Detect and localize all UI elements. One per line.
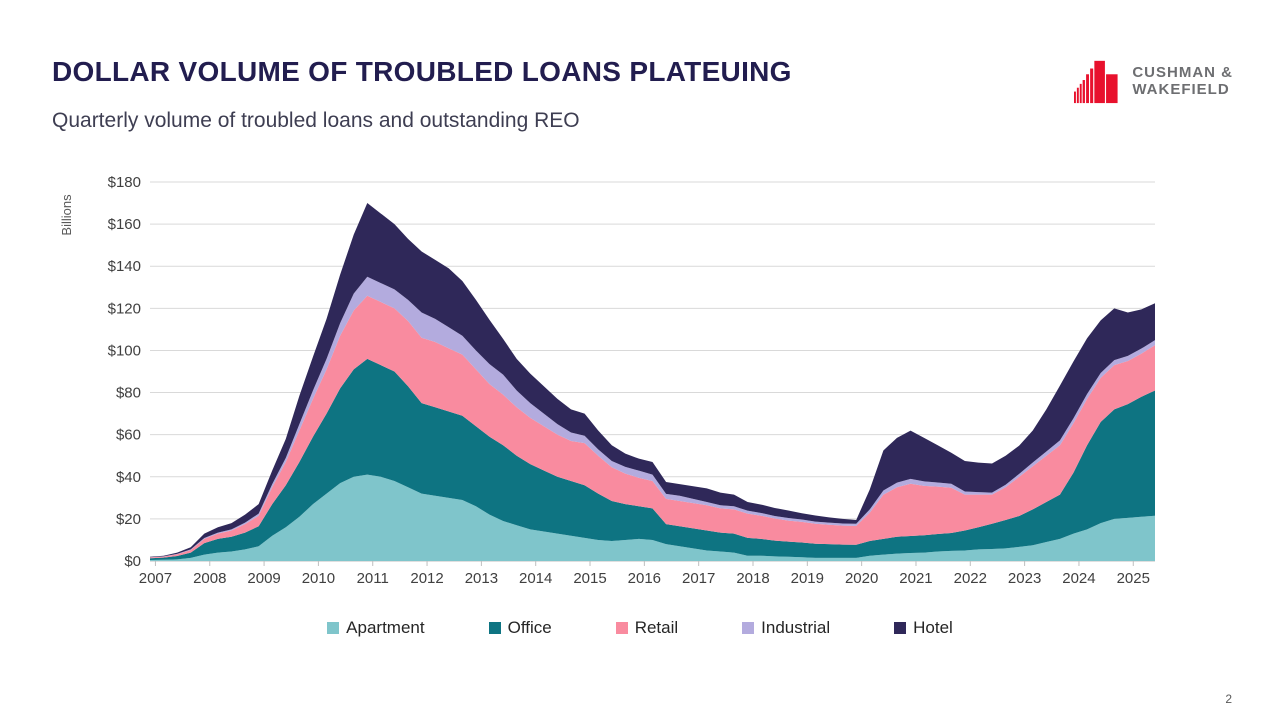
x-axis-tick-label: 2014 bbox=[519, 570, 552, 587]
legend-swatch-office bbox=[488, 622, 501, 634]
logo-text-line2: WAKEFIELD bbox=[1132, 81, 1230, 98]
y-axis-tick-label: $180 bbox=[108, 174, 141, 191]
y-axis-tick-label: $0 bbox=[124, 553, 141, 570]
x-axis-tick-label: 2008 bbox=[193, 570, 226, 587]
y-axis-tick-label: $140 bbox=[108, 258, 141, 275]
legend-label-retail: Retail bbox=[634, 618, 679, 637]
y-axis-tick-label: $60 bbox=[116, 427, 141, 444]
legend-item-retail: Retail bbox=[615, 618, 679, 638]
cushman-wakefield-logo: CUSHMAN & WAKEFIELD bbox=[1074, 58, 1233, 104]
legend-swatch-apartment bbox=[327, 622, 340, 634]
y-axis-tick-label: $160 bbox=[108, 216, 141, 233]
legend-item-hotel: Hotel bbox=[894, 618, 953, 638]
x-axis-tick-label: 2018 bbox=[736, 570, 769, 587]
stacked-area-chart-svg: $0 $20 $40 $60 $80 $100 $120 $140 $160 $180 Billio… bbox=[59, 174, 1155, 587]
x-axis-tick-label: 2015 bbox=[573, 570, 606, 587]
y-axis-title: Billions bbox=[59, 194, 74, 236]
x-axis-tick-label: 2013 bbox=[465, 570, 498, 587]
legend-item-office: Office bbox=[488, 618, 552, 638]
x-axis-tick-label: 2016 bbox=[628, 570, 661, 587]
cw-logo-icon bbox=[1074, 60, 1118, 104]
troubled-loans-chart: $0 $20 $40 $60 $80 $100 $120 $140 $160 $180 Billio… bbox=[55, 163, 1175, 608]
legend-label-industrial: Industrial bbox=[761, 618, 831, 637]
y-axis-tick-label: $40 bbox=[116, 469, 141, 486]
x-axis-tick-label: 2025 bbox=[1117, 570, 1150, 587]
legend-swatch-industrial bbox=[742, 622, 755, 634]
area-series-retail bbox=[150, 295, 1155, 559]
x-axis-tick-label: 2024 bbox=[1062, 570, 1095, 587]
x-axis-tick-label: 2021 bbox=[899, 570, 932, 587]
x-axis-tick-label: 2010 bbox=[302, 570, 335, 587]
legend-label-apartment: Apartment bbox=[346, 618, 425, 637]
area-series-office bbox=[150, 358, 1155, 560]
x-axis-tick-label: 2011 bbox=[357, 570, 389, 587]
page-title: DOLLAR VOLUME OF TROUBLED LOANS PLATEUIN… bbox=[52, 56, 792, 87]
area-series-hotel bbox=[150, 203, 1155, 558]
x-axis-tick-label: 2012 bbox=[410, 570, 443, 587]
chart-legend: Apartment Office Retail Industrial Hotel bbox=[0, 618, 1280, 638]
y-axis-tick-label: $120 bbox=[108, 300, 141, 317]
y-axis-tick-label: $80 bbox=[116, 385, 141, 402]
legend-swatch-retail bbox=[615, 622, 628, 634]
x-axis-tick-label: 2020 bbox=[845, 570, 878, 587]
x-axis-tick-label: 2022 bbox=[954, 570, 987, 587]
legend-item-industrial: Industrial bbox=[742, 618, 830, 638]
x-axis-tick-label: 2019 bbox=[791, 570, 824, 587]
legend-label-office: Office bbox=[507, 618, 552, 637]
y-axis-tick-label: $20 bbox=[116, 511, 141, 528]
area-series-apartment bbox=[150, 474, 1155, 561]
x-axis-tick-label: 2017 bbox=[682, 570, 715, 587]
page-number: 2 bbox=[1225, 692, 1232, 706]
legend-label-hotel: Hotel bbox=[913, 618, 953, 637]
page-subtitle: Quarterly volume of troubled loans and o… bbox=[52, 109, 580, 132]
y-axis-tick-label: $100 bbox=[108, 342, 141, 359]
legend-swatch-hotel bbox=[894, 622, 907, 634]
logo-text-line1: CUSHMAN & bbox=[1132, 64, 1233, 81]
legend-item-apartment: Apartment bbox=[327, 618, 425, 638]
x-axis-tick-label: 2009 bbox=[247, 570, 280, 587]
x-axis-tick-label: 2007 bbox=[139, 570, 172, 587]
x-axis-tick-label: 2023 bbox=[1008, 570, 1041, 587]
